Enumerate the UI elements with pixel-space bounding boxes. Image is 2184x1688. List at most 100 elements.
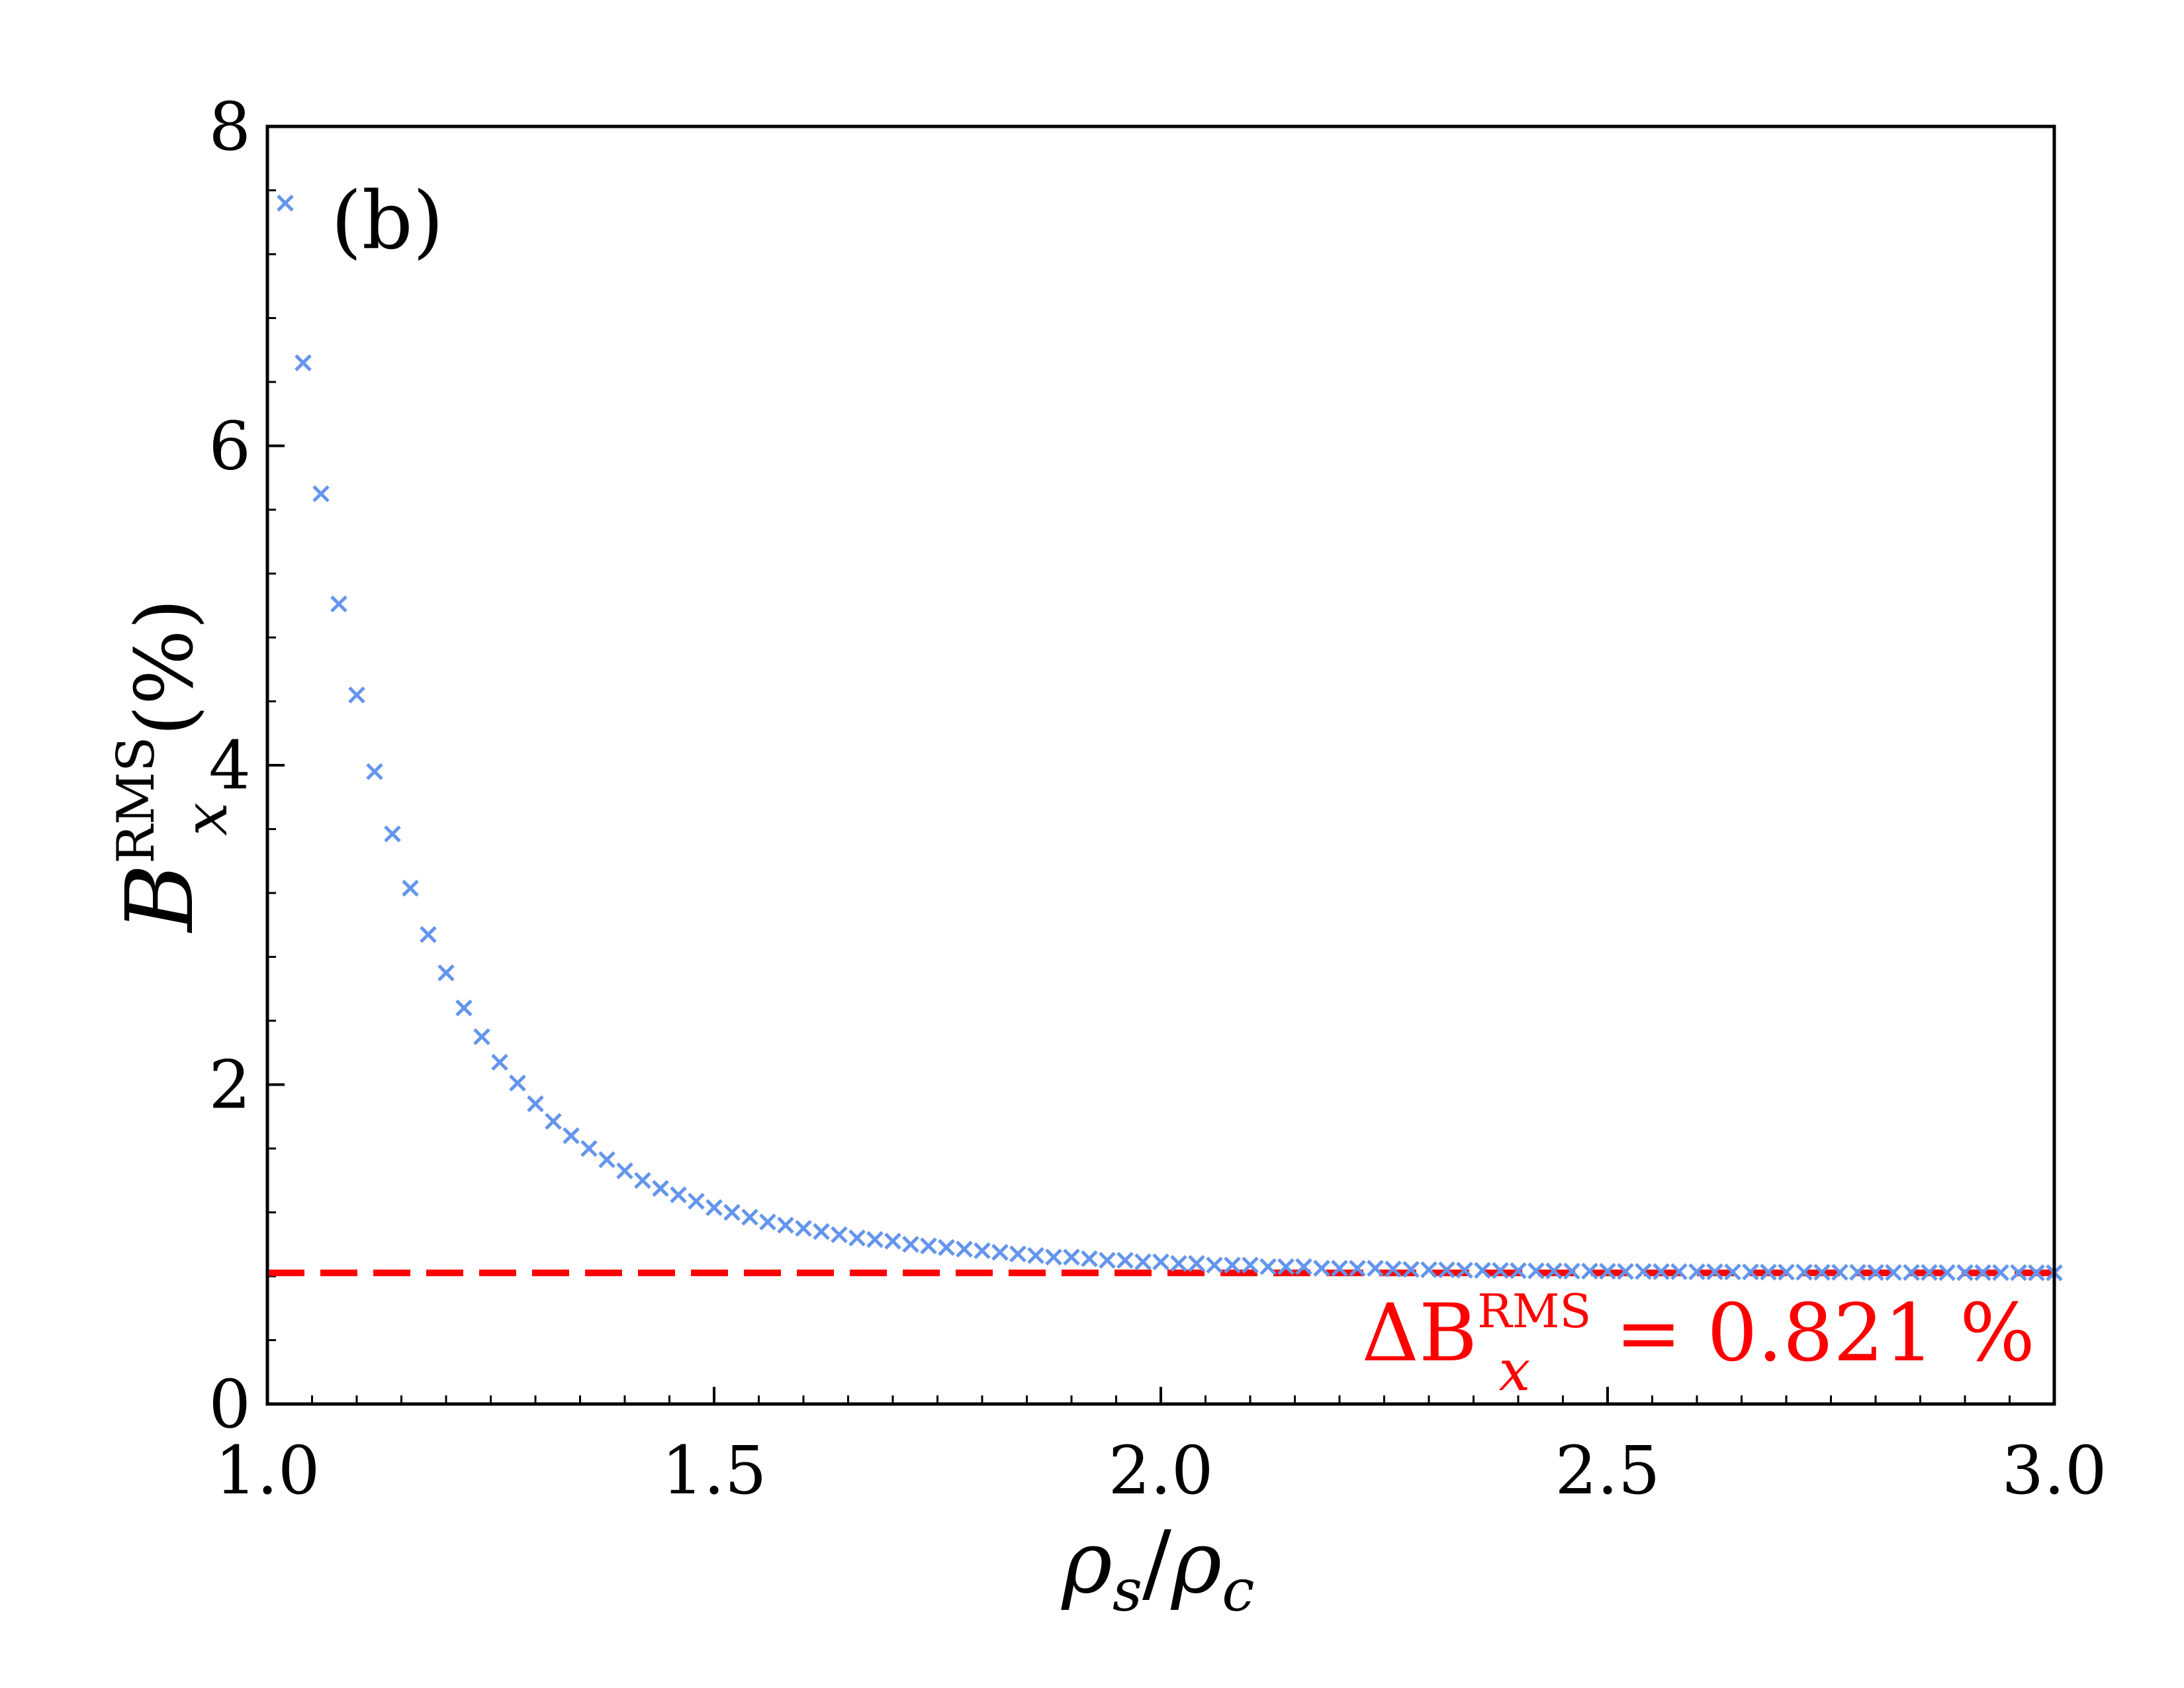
data-point <box>580 1140 598 1157</box>
data-point-stroke <box>974 1242 991 1260</box>
data-point-stroke <box>1224 1256 1241 1274</box>
data-point <box>1295 1258 1312 1276</box>
data-point-stroke <box>1956 1264 1974 1282</box>
data-point <box>1259 1258 1277 1276</box>
y-tick-label: 8 <box>208 88 251 165</box>
data-point <box>1706 1263 1723 1281</box>
data-point-stroke <box>2028 1264 2045 1282</box>
data-point <box>1867 1264 1884 1281</box>
data-point <box>902 1235 919 1253</box>
data-point <box>1653 1263 1670 1280</box>
data-point-stroke <box>312 485 330 502</box>
data-point-stroke <box>455 999 473 1017</box>
data-point <box>1099 1252 1116 1269</box>
data-point <box>705 1199 723 1217</box>
data-point <box>1456 1262 1473 1279</box>
data-point-stroke <box>902 1235 919 1253</box>
data-point <box>1188 1254 1205 1272</box>
data-point <box>1563 1262 1580 1280</box>
data-point-stroke <box>384 825 401 843</box>
y-tick-label: 0 <box>208 1366 251 1443</box>
y-tick-label: 4 <box>208 727 251 804</box>
data-point <box>491 1053 508 1071</box>
data-point-stroke <box>473 1028 490 1045</box>
data-point <box>795 1219 812 1237</box>
data-point-stroke <box>991 1244 1009 1261</box>
data-point-stroke <box>527 1095 544 1113</box>
data-point <box>1063 1248 1080 1266</box>
data-point-stroke <box>1760 1263 1777 1281</box>
data-point-stroke <box>670 1186 687 1203</box>
data-point-stroke <box>598 1151 615 1168</box>
data-point <box>545 1113 562 1130</box>
data-point <box>312 485 330 502</box>
data-point <box>1956 1264 1974 1282</box>
data-point-stroke <box>1277 1258 1295 1276</box>
data-point <box>1885 1264 1902 1281</box>
data-point <box>688 1192 705 1210</box>
data-point-stroke <box>1831 1264 1848 1281</box>
data-point <box>759 1213 776 1231</box>
data-point-stroke <box>1009 1245 1026 1262</box>
x-tick-label: 1.5 <box>661 1432 766 1509</box>
data-point <box>473 1028 490 1045</box>
data-point <box>1796 1263 1813 1281</box>
data-point-stroke <box>1170 1254 1187 1272</box>
data-point-stroke <box>1027 1246 1044 1264</box>
data-point-stroke <box>1116 1252 1134 1269</box>
data-point <box>991 1244 1009 1261</box>
data-point-stroke <box>1134 1253 1152 1271</box>
data-point <box>1938 1264 1956 1282</box>
data-point <box>277 195 294 212</box>
data-point <box>1224 1256 1241 1274</box>
data-point <box>1420 1261 1437 1278</box>
data-point <box>1688 1263 1706 1281</box>
data-point-stroke <box>813 1223 830 1241</box>
data-point-stroke <box>920 1237 937 1254</box>
data-point-stroke <box>1063 1248 1080 1266</box>
data-point-stroke <box>1903 1264 1920 1281</box>
data-point <box>527 1095 544 1113</box>
data-point <box>938 1239 955 1256</box>
data-point-stroke <box>688 1192 705 1210</box>
data-point-stroke <box>1331 1260 1348 1277</box>
data-point-stroke <box>1367 1260 1384 1277</box>
data-point-stroke <box>1474 1262 1491 1279</box>
data-point-stroke <box>759 1213 776 1231</box>
data-point-stroke <box>420 925 437 943</box>
data-point <box>1027 1246 1044 1264</box>
data-point-stroke <box>437 964 455 982</box>
data-point-stroke <box>1456 1262 1473 1279</box>
data-point-stroke <box>1849 1264 1866 1281</box>
data-point <box>1742 1263 1759 1281</box>
data-point-stroke <box>1438 1261 1455 1279</box>
data-point-stroke <box>795 1219 812 1237</box>
data-point-stroke <box>1617 1262 1634 1280</box>
data-point <box>2028 1264 2045 1282</box>
data-point-stroke <box>509 1074 526 1092</box>
plot-frame <box>265 124 2056 1406</box>
data-point <box>1116 1252 1134 1269</box>
y-axis-label: BRMSx(%) <box>107 598 241 933</box>
data-point-stroke <box>1313 1260 1330 1277</box>
data-point-stroke <box>1778 1263 1795 1281</box>
data-point <box>1778 1263 1795 1281</box>
data-point-stroke <box>491 1053 508 1071</box>
data-point-stroke <box>723 1203 741 1221</box>
data-point-stroke <box>348 686 365 704</box>
data-point <box>1331 1260 1348 1277</box>
data-point-stroke <box>1099 1252 1116 1269</box>
data-point <box>1617 1262 1634 1280</box>
data-point <box>402 879 419 897</box>
data-point-stroke <box>1742 1263 1759 1281</box>
x-tick-label: 3.0 <box>2001 1432 2107 1509</box>
data-point-stroke <box>634 1172 651 1190</box>
data-point-stroke <box>831 1226 848 1244</box>
ticks-layer: 1.0 1.5 2.0 2.5 3.0 0 2 4 6 8 <box>208 88 2107 1509</box>
data-point <box>420 925 437 943</box>
y-tick-label: 6 <box>208 408 251 485</box>
data-point-stroke <box>1599 1262 1616 1280</box>
data-point-stroke <box>563 1127 580 1145</box>
data-point <box>1206 1256 1223 1274</box>
